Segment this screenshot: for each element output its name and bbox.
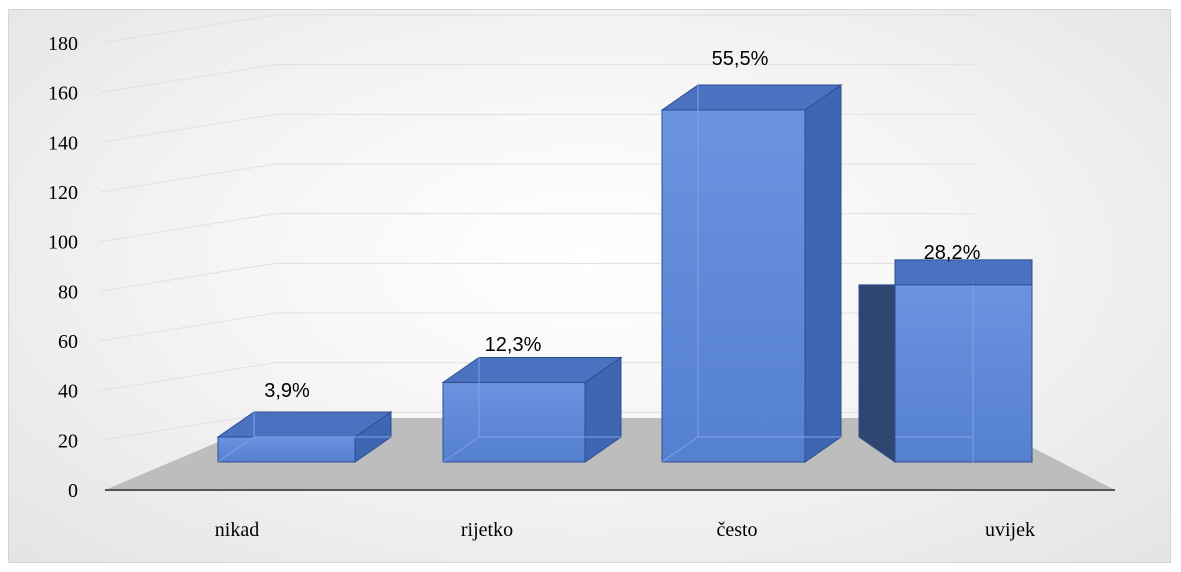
y-axis: 0 20 40 60 80 100 120 140 160 180 [48,33,78,502]
bar-inner-edge [661,436,699,463]
bar-rijetko [441,356,623,463]
data-labels: 3,9% 12,3% 55,5% 28,2% [264,48,980,402]
y-tick-label: 160 [48,83,78,105]
x-tick-label: često [716,519,757,541]
gridline [99,163,975,193]
bar-front-face [661,109,806,463]
bar-front-face [217,436,356,463]
x-tick-label: uvijek [985,519,1035,541]
data-label: 3,9% [264,380,310,402]
gridline [99,64,975,94]
bar-inner-edge [217,436,255,463]
bar-uvijek [858,259,1033,463]
y-tick-label: 100 [48,232,78,254]
bar-često [660,84,843,463]
gridline [99,262,975,292]
x-axis: nikad rijetko često uvijek [215,519,1035,541]
y-tick-label: 180 [48,33,78,55]
y-tick-label: 40 [58,381,78,403]
gridline [99,14,975,44]
y-tick-label: 120 [48,182,78,204]
data-label: 55,5% [712,48,769,70]
bar-inner-edge [442,436,480,463]
bar-front-face [442,382,586,463]
bars [216,84,1033,463]
y-tick-label: 20 [58,430,78,452]
y-tick-label: 60 [58,331,78,353]
x-tick-label: rijetko [461,519,513,541]
bar-side-face [804,84,842,463]
gridline [99,113,975,143]
x-tick-label: nikad [215,519,259,541]
gridline [99,213,975,243]
y-tick-label: 80 [58,281,78,303]
y-tick-label: 140 [48,132,78,154]
bar-front-face [894,284,1033,463]
bar-nikad [216,411,393,463]
data-label: 12,3% [485,334,542,356]
data-label: 28,2% [924,242,981,264]
y-tick-label: 0 [68,480,78,502]
bar-side-face [858,284,896,463]
